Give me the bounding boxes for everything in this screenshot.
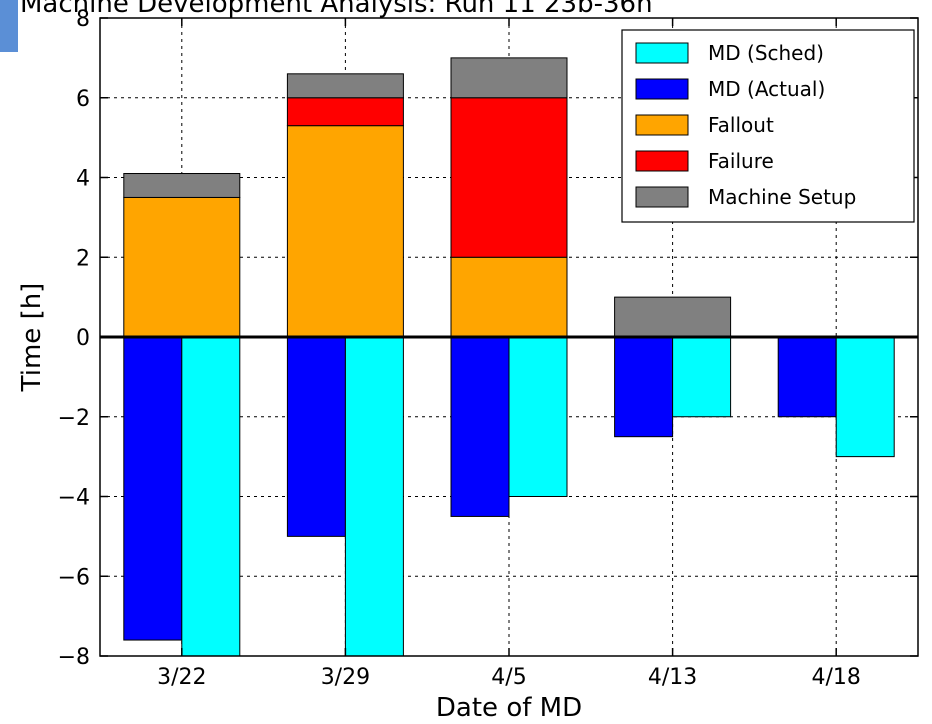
y-tick-label: −8	[58, 645, 90, 670]
legend-swatch-md-actual	[635, 78, 689, 100]
x-tick-label: 3/22	[157, 665, 206, 690]
legend-swatch-md-sched	[635, 42, 689, 64]
bar-md-actual	[123, 336, 183, 641]
legend-label-md-actual: MD (Actual)	[708, 77, 825, 101]
x-ticks: 3/22 3/29 4/5 4/13 4/18	[157, 18, 861, 690]
bar-machine-setup	[123, 173, 241, 198]
legend-label-failure: Failure	[708, 149, 774, 173]
y-tick-label: −6	[58, 565, 90, 590]
bar-machine-setup	[614, 296, 732, 338]
y-tick-label: 8	[76, 7, 90, 32]
bar-failure	[286, 97, 404, 127]
x-tick-label: 3/29	[321, 665, 370, 690]
bar-machine-setup	[286, 73, 404, 99]
bar-md-sched	[835, 336, 895, 458]
y-tick-label: −2	[58, 406, 90, 431]
bar-md-actual	[614, 336, 674, 438]
x-axis-label: Date of MD	[436, 693, 582, 723]
bar-md-actual	[450, 336, 510, 517]
bars	[123, 57, 895, 657]
chart-title: Machine Development Analysis: Run 11 23b…	[20, 0, 653, 19]
y-tick-label: 4	[76, 167, 90, 192]
y-tick-label: −4	[58, 486, 90, 511]
bar-md-sched	[344, 336, 404, 657]
y-tick-label: 0	[76, 326, 90, 351]
legend-label-machine-setup: Machine Setup	[708, 185, 856, 209]
bar-machine-setup	[450, 57, 568, 99]
legend-label-fallout: Fallout	[708, 113, 774, 137]
legend-label-md-sched: MD (Sched)	[708, 41, 824, 65]
x-tick-label: 4/18	[811, 665, 860, 690]
bar-md-actual	[286, 336, 346, 537]
bar-md-sched	[508, 336, 568, 497]
y-ticks: −8 −6 −4 −2 0 2 4 6 8	[58, 7, 918, 670]
bar-md-sched	[181, 336, 241, 657]
legend-swatch-machine-setup	[635, 186, 689, 208]
y-tick-label: 2	[76, 246, 90, 271]
bar-md-sched	[672, 336, 732, 418]
y-axis-label: Time [h]	[17, 283, 47, 393]
bar-failure	[450, 97, 568, 258]
y-tick-label: 6	[76, 87, 90, 112]
bar-fallout	[123, 196, 241, 338]
bar-fallout	[450, 256, 568, 338]
window-edge-accent	[0, 0, 18, 52]
bar-md-actual	[777, 336, 837, 418]
x-tick-label: 4/13	[648, 665, 697, 690]
bar-fallout	[286, 125, 404, 338]
x-tick-label: 4/5	[491, 665, 526, 690]
legend-swatch-failure	[635, 150, 689, 172]
legend-swatch-fallout	[635, 114, 689, 136]
legend: MD (Sched) MD (Actual) Fallout Failure Machi…	[621, 29, 915, 223]
